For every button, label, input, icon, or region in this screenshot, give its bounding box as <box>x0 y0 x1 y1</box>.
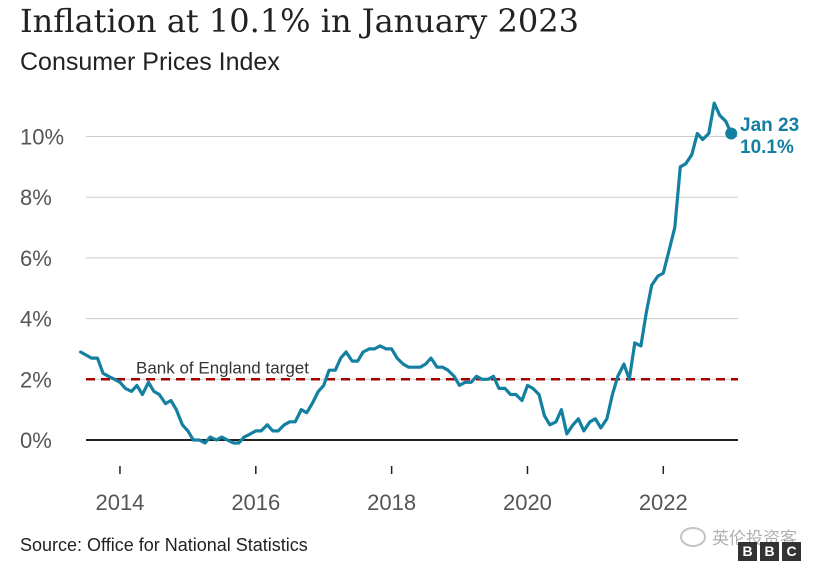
gridlines <box>86 136 738 441</box>
bbc-logo-letter: C <box>782 542 801 561</box>
x-tick-label: 2020 <box>503 490 552 515</box>
chart-title: Inflation at 10.1% in January 2023 <box>20 2 579 40</box>
latest-point-marker <box>725 127 738 140</box>
y-tick-label: 8% <box>20 185 52 210</box>
y-tick-label: 0% <box>20 428 52 453</box>
y-tick-label: 6% <box>20 246 52 271</box>
chart-subtitle: Consumer Prices Index <box>20 48 280 76</box>
annotation-value: 10.1% <box>740 137 794 158</box>
x-tick-label: 2014 <box>95 490 144 515</box>
wechat-icon <box>680 526 706 547</box>
series-layer <box>78 101 733 445</box>
target-line-label: Bank of England target <box>136 358 309 377</box>
x-tick-label: 2022 <box>639 490 688 515</box>
annotation-date: Jan 23 <box>740 115 799 136</box>
x-tick-label: 2018 <box>367 490 416 515</box>
y-tick-label: 2% <box>20 367 52 392</box>
bbc-logo-letter: B <box>738 542 757 561</box>
cpi-series-line <box>78 101 733 445</box>
source-note: Source: Office for National Statistics <box>20 535 308 555</box>
y-tick-label: 4% <box>20 307 52 332</box>
x-tick-label: 2016 <box>231 490 280 515</box>
bbc-logo-letter: B <box>760 542 779 561</box>
y-tick-label: 10% <box>20 125 64 150</box>
bbc-logo: B B C <box>738 542 801 561</box>
x-axis-ticks: 2014 2016 2018 2020 2022 <box>95 466 688 515</box>
y-axis-ticks: 0% 2% 4% 6% 8% 10% <box>20 125 64 454</box>
